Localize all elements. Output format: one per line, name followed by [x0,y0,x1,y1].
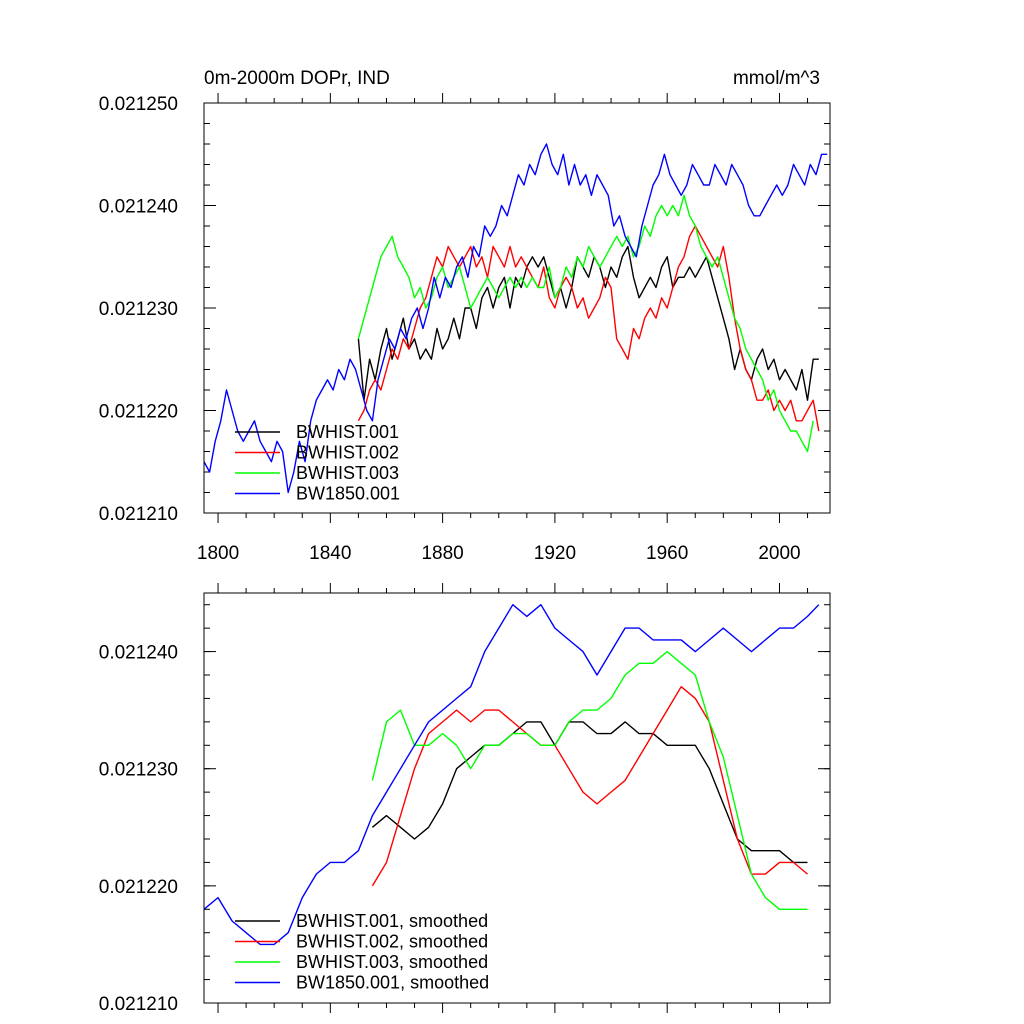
y-tick-label: 0.021210 [99,994,178,1015]
y-tick-label: 0.021240 [99,643,178,664]
bottom-series-line-3 [371,650,808,910]
top-legend-label: BW1850.001 [296,484,400,504]
top-legend-label: BWHIST.002 [296,443,399,463]
bottom-plot-frame [203,592,831,1004]
y-tick-label: 0.021210 [99,504,178,525]
bottom-legend-label: BW1850.001, smoothed [296,973,489,993]
x-tick-label: 1800 [197,543,239,564]
x-tick-label: 2000 [758,543,800,564]
x-tick-label: 1920 [534,543,576,564]
top-chart-panel: 0m-2000m DOPr, IND mmol/m^3 0.0212100.02… [99,68,831,564]
x-tick-label: 1880 [421,543,463,564]
y-tick-label: 0.021250 [99,94,178,115]
bottom-series-line-2 [371,686,808,887]
top-chart-units: mmol/m^3 [733,68,820,89]
bottom-chart-panel: 0.021210 0.021220 0.021230 0.021240 BWHIST.… [99,583,831,1015]
y-tick-label: 0.021220 [99,877,178,898]
bottom-legend-label: BWHIST.002, smoothed [296,932,488,952]
y-tick-label: 0.021220 [99,402,178,423]
top-chart-title: 0m-2000m DOPr, IND [204,68,390,89]
bottom-series-line-4 [203,604,820,946]
bottom-series-line-1 [371,721,808,864]
bottom-legend-label: BWHIST.001, smoothed [296,911,488,931]
y-tick-label: 0.021230 [99,760,178,781]
y-tick-label: 0.021240 [99,197,178,218]
top-series-line-4 [203,143,828,494]
top-series-line-3 [357,194,814,453]
top-series-lines [203,143,828,494]
bottom-legend-label: BWHIST.003, smoothed [296,952,488,972]
x-tick-label: 1960 [646,543,688,564]
top-series-line-2 [357,225,820,432]
top-legend-label: BWHIST.003 [296,463,399,483]
top-plot-frame [203,102,831,514]
x-tick-label: 1840 [309,543,351,564]
bottom-series-lines [203,604,820,946]
bottom-axis-ticks: 0.021210 0.021220 0.021230 0.021240 [99,583,830,1015]
y-tick-label: 0.021230 [99,299,178,320]
top-legend-label: BWHIST.001 [296,422,399,442]
top-axis-ticks: 0.021210 0.021220 0.021230 0.021240 0.021250… [99,93,830,564]
